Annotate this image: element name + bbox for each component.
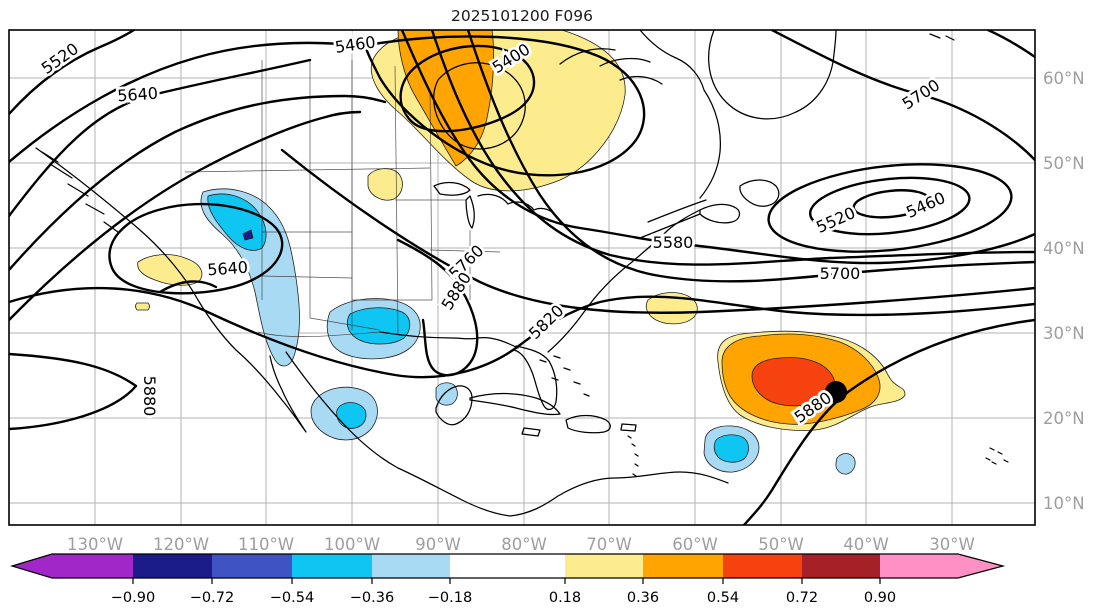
colorbar-tick-label: 0.36 (627, 590, 659, 606)
contour-5580 (400, 30, 1035, 265)
colorbar-tick-label: 0.54 (707, 590, 739, 606)
lat-tick-label: 50°N (1043, 154, 1085, 173)
shade-hudson-orange (397, 30, 495, 167)
contour-5820 (9, 286, 1035, 379)
contour-5640-east (430, 30, 1035, 266)
colorbar-segment (802, 554, 880, 578)
contour-atlantic-low-inner (852, 189, 931, 219)
lat-tick-label: 40°N (1043, 239, 1085, 258)
colorbar-segment (372, 554, 450, 578)
longitude-axis: 130°W 120°W 110°W 100°W 90°W 80°W 70°W 6… (67, 535, 975, 554)
contour-5400-hudson-inner (399, 44, 536, 133)
colorbar-tick-labels: −0.90 −0.72 −0.54 −0.36 −0.18 0.18 0.36 … (111, 590, 896, 606)
lat-tick-label: 20°N (1043, 409, 1085, 428)
shade-southeast-yellow-spot (645, 292, 698, 325)
colorbar-tick-label: −0.18 (428, 590, 472, 606)
lon-tick-label: 80°W (501, 535, 547, 554)
map-frame (8, 29, 1036, 526)
contour-5880-west-fold (9, 352, 138, 431)
contour-5520-nw (9, 30, 136, 116)
shade-rockies-navy-fleck (242, 229, 254, 241)
contour-label: 5880 (140, 376, 159, 417)
colorbar-ticks (132, 578, 881, 584)
contour-label: 5700 (899, 75, 943, 113)
lat-tick-label: 30°N (1043, 324, 1085, 343)
contour-label: 5580 (653, 233, 694, 252)
colorbar-segment (723, 554, 802, 578)
colorbar-right-arrow (958, 554, 1003, 578)
colorbar-tick-label: −0.72 (190, 590, 234, 606)
colorbar-tick-label: −0.36 (350, 590, 394, 606)
colorbar-segment (212, 554, 292, 578)
colorbar-outline (9, 553, 1006, 579)
shade-mexico-cyan (336, 402, 367, 429)
colorbar-segment (880, 554, 958, 578)
contour-5460-hudson-loop (9, 35, 646, 177)
colorbar-tick-label: −0.54 (270, 590, 314, 606)
contour-label: 5820 (525, 301, 567, 343)
colorbar-tick-label: 0.72 (786, 590, 818, 606)
lon-tick-label: 50°W (758, 535, 804, 554)
contour-label: 5640 (117, 84, 159, 106)
lon-tick-label: 30°W (929, 535, 975, 554)
height-contours (9, 30, 1035, 525)
shade-tropical-atlantic-cyan (713, 434, 749, 463)
lon-tick-label: 40°W (843, 535, 889, 554)
colorbar-tick-label: −0.90 (111, 590, 155, 606)
contour-5520-atlantic-low (767, 163, 1013, 253)
contour-5880-gulf (396, 238, 479, 377)
contour-5640-west (9, 58, 312, 218)
contour-5880-atlantic (742, 318, 1035, 525)
contour-ne-corner (986, 30, 1035, 59)
state-borders (184, 60, 501, 337)
colorbar-tick-label: 0.90 (864, 590, 896, 606)
contour-west-inner-arc (158, 280, 218, 294)
contour-5700-northeast (770, 30, 1035, 162)
contour-label: 5460 (334, 32, 377, 56)
colorbar-left-arrow (12, 554, 52, 578)
colorbar-segment (643, 554, 723, 578)
lat-tick-label: 10°N (1043, 494, 1085, 513)
lon-tick-label: 130°W (67, 535, 123, 554)
contour-label: 5460 (903, 188, 948, 222)
contour-5700-east (466, 30, 1035, 283)
contour-5760 (280, 148, 1035, 314)
shade-small-atlantic-lightblue (835, 453, 856, 475)
shade-texas-cyan (346, 307, 411, 345)
colorbar-segment (450, 554, 565, 578)
lon-tick-label: 120°W (153, 535, 209, 554)
contour-label: 5700 (820, 264, 861, 283)
lon-tick-label: 70°W (586, 535, 632, 554)
colorbar-segment (292, 554, 372, 578)
colorbar-segment (52, 554, 133, 578)
latitude-axis: 60°N 50°N 40°N 30°N 20°N 10°N (1043, 69, 1085, 513)
contour-label: 5640 (207, 258, 249, 280)
colorbar-tick-label: 0.18 (549, 590, 581, 606)
contour-label: 5520 (38, 39, 82, 78)
anomaly-colorbar: −0.90 −0.72 −0.54 −0.36 −0.18 0.18 0.36 … (9, 553, 1006, 606)
contour-west-merge-1 (9, 94, 387, 272)
lon-tick-label: 90°W (415, 535, 461, 554)
shade-superior-yellow (367, 168, 403, 201)
contour-west-merge-2 (9, 110, 362, 322)
lon-tick-label: 100°W (324, 535, 380, 554)
shade-california-yellow (137, 254, 203, 286)
contour-5460-atlantic-low (808, 176, 971, 236)
lon-tick-label: 60°W (672, 535, 718, 554)
lat-tick-label: 60°N (1043, 69, 1085, 88)
negative-anomaly-shading (200, 188, 856, 475)
storm-marker-dot (825, 381, 847, 403)
lon-tick-label: 110°W (238, 535, 294, 554)
page-title: 2025101200 F096 (451, 7, 593, 25)
colorbar-segment (133, 554, 212, 578)
positive-anomaly-shading (135, 30, 906, 431)
shade-yellow-dash (135, 302, 150, 311)
contour-5640-west-closed (108, 202, 284, 295)
colorbar-segment (565, 554, 643, 578)
